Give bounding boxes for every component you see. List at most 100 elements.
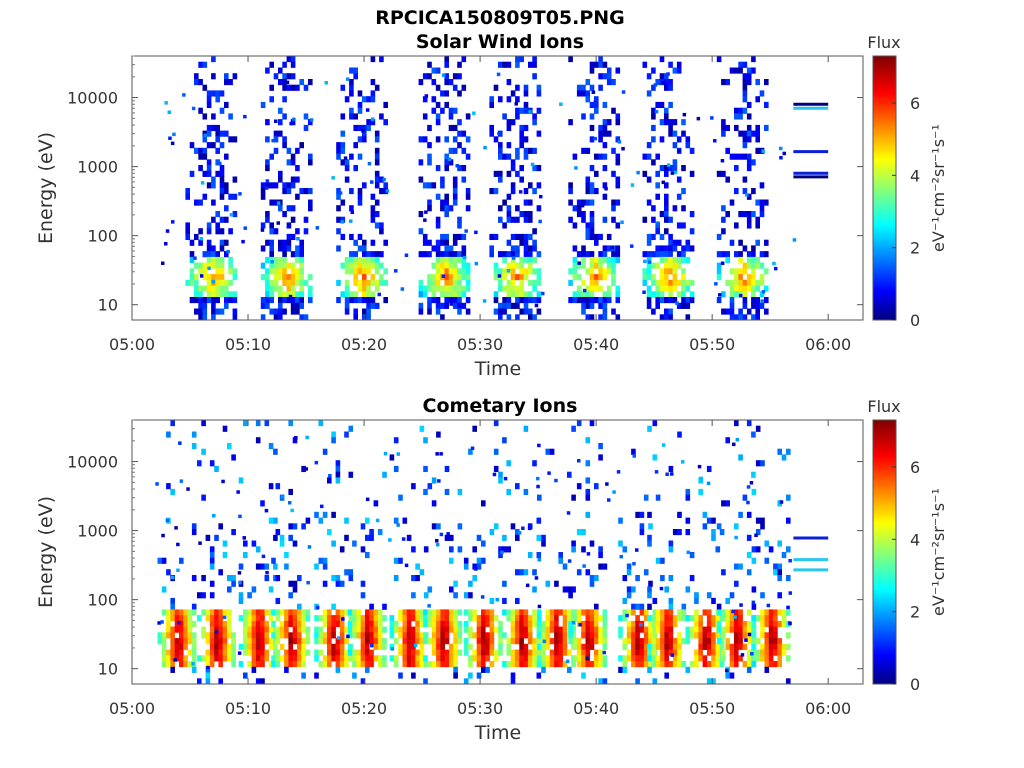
spectrogram-cell xyxy=(648,626,653,633)
spectrogram-cell xyxy=(489,632,495,639)
spectrogram-cell xyxy=(581,245,586,252)
spectrogram-cell xyxy=(348,471,354,478)
spectrogram-cell xyxy=(292,615,298,622)
spectrogram-cell xyxy=(664,279,669,286)
spectrogram-cell xyxy=(760,609,765,616)
spectrogram-cell xyxy=(606,79,612,86)
spectrogram-cell xyxy=(436,626,441,633)
spectrogram-cell xyxy=(523,297,529,304)
spectrogram-cell xyxy=(349,233,354,241)
spectrogram-cell xyxy=(228,297,233,304)
spectrogram-cell xyxy=(398,494,403,501)
spectrogram-cell xyxy=(202,61,208,68)
spectrogram-cell xyxy=(448,124,454,132)
spectrogram-cell xyxy=(294,436,298,440)
spectrogram-cell xyxy=(725,620,730,628)
spectrogram-cell xyxy=(541,620,546,628)
spectrogram-cell xyxy=(374,147,380,154)
spectrogram-cell xyxy=(651,262,656,269)
spectrogram-cell xyxy=(255,632,261,639)
spectrogram-cell xyxy=(585,251,591,258)
spectrogram-cell xyxy=(336,153,341,160)
spectrogram-cell xyxy=(448,297,454,304)
spectrogram-cell xyxy=(626,638,632,645)
spectrogram-cell xyxy=(598,73,603,80)
spectrogram-cell xyxy=(681,130,686,137)
spectrogram-cell xyxy=(411,592,416,599)
spectrogram-cell xyxy=(734,274,739,281)
spectrogram-cell xyxy=(362,130,367,137)
spectrogram-cell xyxy=(465,193,471,200)
spectrogram-cell xyxy=(218,655,223,662)
spectrogram-cell xyxy=(448,262,454,269)
spectrogram-cell xyxy=(379,222,384,229)
spectrogram-cell xyxy=(327,661,332,668)
spectrogram-cell xyxy=(523,251,529,258)
spectrogram-cell xyxy=(209,638,215,645)
spectrogram-cell xyxy=(611,199,616,206)
spectrogram-cell xyxy=(562,609,568,616)
spectrogram-cell xyxy=(615,119,621,126)
spectrogram-cell xyxy=(449,586,454,593)
spectrogram-cell xyxy=(423,655,428,662)
spectrogram-cell xyxy=(360,632,366,639)
spectrogram-cell xyxy=(510,188,516,195)
spectrogram-cell xyxy=(331,511,336,518)
spectrogram-cell xyxy=(219,291,225,298)
spectrogram-cell xyxy=(282,79,287,86)
spectrogram-cell xyxy=(308,205,313,212)
spectrogram-cell xyxy=(567,559,572,563)
spectrogram-cell xyxy=(423,620,428,628)
spectrogram-cell xyxy=(760,620,765,628)
spectrogram-cell xyxy=(336,636,341,640)
spectrogram-cell xyxy=(492,472,497,477)
spectrogram-cell xyxy=(760,649,765,656)
spectrogram-cell xyxy=(689,211,695,218)
spectrogram-cell xyxy=(278,176,283,183)
spectrogram-cell xyxy=(618,615,623,622)
spectrogram-cell xyxy=(170,603,175,610)
spectrogram-cell xyxy=(489,649,495,656)
spectrogram-cell xyxy=(472,563,477,570)
spectrogram-cell xyxy=(361,129,365,133)
spectrogram-cell xyxy=(260,245,266,252)
spectrogram-cell xyxy=(664,638,669,645)
spectrogram-cell xyxy=(357,188,363,195)
spectrogram-cell xyxy=(576,199,582,206)
spectrogram-cell xyxy=(265,256,270,264)
spectrogram-cell xyxy=(519,620,524,628)
spectrogram-cell xyxy=(668,540,674,547)
spectrogram-cell xyxy=(166,620,171,628)
spectrogram-cell xyxy=(651,233,656,241)
spectrogram-cell xyxy=(759,90,765,97)
spectrogram-cell xyxy=(436,655,441,662)
spectrogram-cell xyxy=(222,615,227,620)
spectrogram-cell xyxy=(759,302,765,309)
spectrogram-cell xyxy=(461,245,467,252)
spectrogram-cell xyxy=(760,643,765,650)
spectrogram-cell xyxy=(161,649,167,656)
spectrogram-cell xyxy=(269,182,274,189)
spectrogram-cell xyxy=(615,176,621,183)
spectrogram-cell xyxy=(427,251,432,258)
spectrogram-cell xyxy=(357,136,363,143)
spectrogram-cell xyxy=(344,159,350,166)
spectrogram-cell xyxy=(654,109,659,114)
spectrogram-cell xyxy=(232,274,238,281)
spectrogram-cell xyxy=(424,210,428,214)
spectrogram-cell xyxy=(734,563,739,570)
spectrogram-cell xyxy=(251,632,257,639)
spectrogram-cell xyxy=(179,626,184,633)
spectrogram-cell xyxy=(344,262,350,269)
spectrogram-cell xyxy=(303,279,309,286)
spectrogram-cell xyxy=(398,626,403,633)
spectrogram-cell xyxy=(401,537,406,541)
spectrogram-cell xyxy=(452,233,458,241)
solar-wind-panel: Solar Wind Ions 05:00 05:10 05:20 05:30 05:4… xyxy=(35,31,948,380)
spectrogram-cell xyxy=(215,279,220,286)
spectrogram-cell xyxy=(356,632,361,639)
spectrogram-cell xyxy=(585,228,591,235)
spectrogram-cell xyxy=(436,649,441,656)
spectrogram-cell xyxy=(418,159,424,166)
spectrogram-cell xyxy=(427,620,433,628)
